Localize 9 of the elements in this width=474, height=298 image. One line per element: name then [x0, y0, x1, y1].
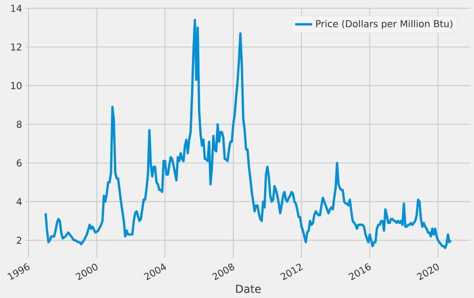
legend-label: Price (Dollars per Million Btu) — [316, 20, 452, 30]
y-tick-label: 12 — [11, 43, 22, 50]
y-tick-label: 6 — [16, 159, 22, 167]
y-tick-label: 8 — [16, 120, 22, 128]
y-tick-label: 14 — [11, 4, 22, 12]
y-tick-label: 2 — [16, 236, 22, 244]
y-tick-label: 4 — [16, 198, 22, 206]
x-axis-title: Date — [236, 284, 261, 293]
y-tick-label: 10 — [11, 82, 22, 90]
